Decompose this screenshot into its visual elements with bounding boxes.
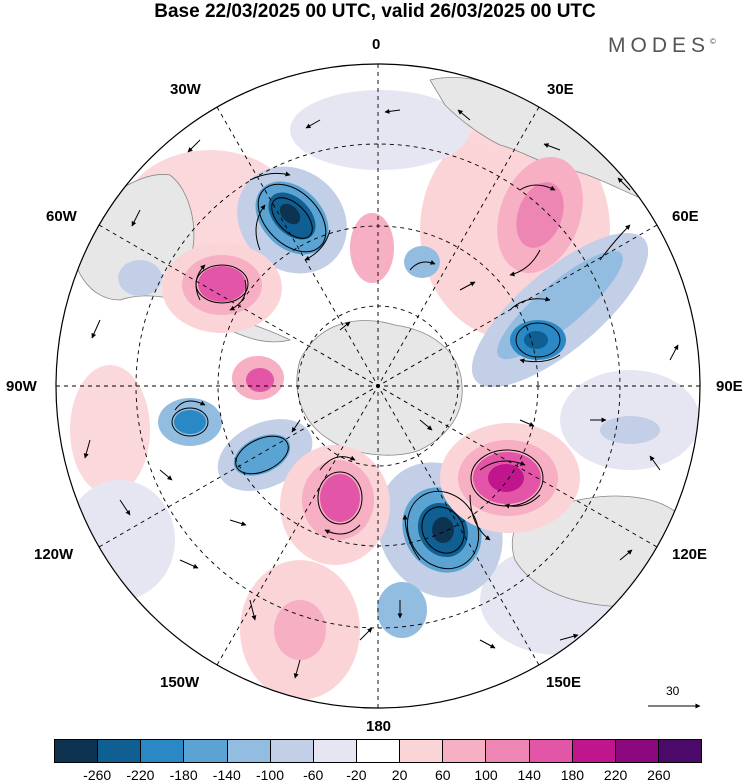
- colorbar-tick-label: -220: [126, 767, 155, 783]
- lon-label-90e: 90E: [716, 378, 743, 395]
- colorbar-tick-label: -60: [303, 767, 324, 783]
- colorbar: [54, 739, 702, 763]
- map-title: Base 22/03/2025 00 UTC, valid 26/03/2025…: [154, 1, 596, 22]
- colorbar-tick-label: 260: [647, 767, 671, 783]
- pos-anomaly-south-atlantic-east: [274, 213, 394, 660]
- colorbar-tick-label: 140: [517, 767, 541, 783]
- colorbar-tick-label: -180: [169, 767, 198, 783]
- reference-vector-label: 30: [666, 684, 680, 698]
- polar-map: [55, 63, 701, 709]
- neg-anomaly-small: [118, 246, 660, 638]
- neg-band-north: [290, 90, 470, 170]
- lon-label-120w: 120W: [34, 546, 74, 563]
- colorbar-swatch: [312, 740, 356, 762]
- pos-anomaly-south-of-australia: [440, 423, 580, 533]
- colorbar-swatch: [226, 740, 270, 762]
- colorbar-swatch: [55, 740, 98, 762]
- pole-marker: [376, 384, 380, 388]
- land-antarctica: [296, 320, 463, 456]
- colorbar-swatch: [140, 740, 184, 762]
- colorbar-tick-label: -20: [346, 767, 367, 783]
- colorbar-swatch: [571, 740, 615, 762]
- copyright-mark: ©: [710, 37, 716, 46]
- neg-band-west: [65, 480, 175, 600]
- colorbar-tick-label: -140: [212, 767, 241, 783]
- lon-label-60e: 60E: [672, 208, 699, 225]
- colorbar-swatch: [97, 740, 141, 762]
- map-border: [55, 63, 701, 709]
- lon-label-60w: 60W: [46, 208, 77, 225]
- lon-label-120e: 120E: [672, 546, 708, 563]
- pos-anomaly-africa: [497, 156, 583, 274]
- colorbar-tick-label: 220: [603, 767, 628, 783]
- colorbar-swatch: [183, 740, 227, 762]
- pos-anomaly-argentina: [162, 243, 282, 333]
- lon-label-150e: 150E: [546, 674, 582, 691]
- colorbar-tick-label: -260: [83, 767, 112, 783]
- neg-anomaly-indian: [471, 232, 649, 388]
- pos-band-west-pacific: [70, 365, 150, 495]
- colorbar-swatch: [442, 740, 486, 762]
- colorbar-swatch: [485, 740, 529, 762]
- colorbar-swatch: [355, 740, 400, 762]
- lon-label-180: 180: [366, 718, 392, 735]
- lon-label-0: 0: [372, 36, 381, 53]
- brand-text: MODES: [608, 34, 711, 57]
- anomaly-field: [65, 65, 700, 700]
- colorbar-tick-label: 180: [560, 767, 585, 783]
- pos-anomaly-pacific: [280, 445, 390, 565]
- lon-label-30e: 30E: [547, 81, 574, 98]
- brand-logo: MODES©: [608, 34, 716, 58]
- lon-label-90w: 90W: [6, 378, 37, 395]
- colorbar-swatch: [528, 740, 572, 762]
- pos-anomaly-drake: [232, 356, 284, 400]
- wind-vectors: [83, 108, 679, 679]
- colorbar-swatch: [269, 740, 313, 762]
- lon-label-150w: 150W: [160, 674, 200, 691]
- lon-label-30w: 30W: [170, 81, 201, 98]
- colorbar-swatch: [657, 740, 702, 762]
- colorbar-tick-label: 60: [435, 767, 451, 783]
- colorbar-tick-label: 100: [474, 767, 498, 783]
- colorbar-tick-label: -100: [255, 767, 285, 783]
- colorbar-swatch: [399, 740, 443, 762]
- colorbar-swatch: [614, 740, 658, 762]
- colorbar-tick-label: 20: [391, 767, 408, 783]
